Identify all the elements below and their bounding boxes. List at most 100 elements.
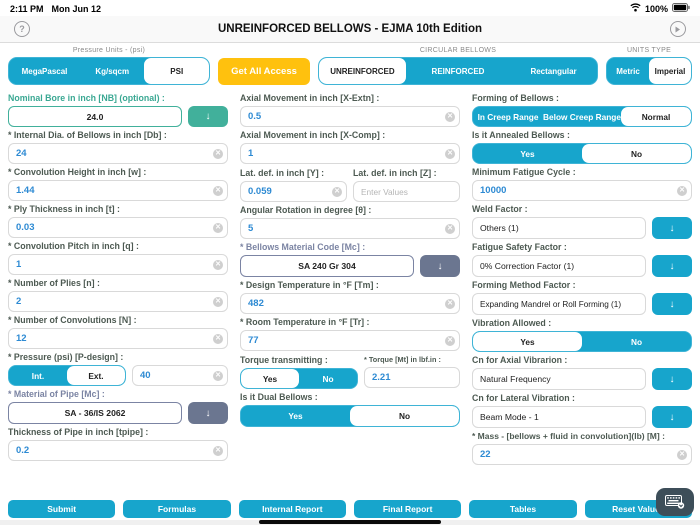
clear-icon[interactable]: ✕ xyxy=(213,222,223,233)
bellows-material-dropdown-button[interactable]: ↓ xyxy=(420,255,460,277)
pressure-units-option-psi[interactable]: PSI xyxy=(144,58,209,84)
final-report-button[interactable]: Final Report xyxy=(353,500,462,518)
clear-icon[interactable]: ✕ xyxy=(213,148,223,159)
vibration-label: Vibration Allowed : xyxy=(472,318,552,328)
cn-axial-label: Cn for Axial Vibrarion : xyxy=(472,355,568,365)
clear-icon[interactable]: ✕ xyxy=(445,298,455,309)
nominal-bore-dropdown-button[interactable]: ↓ xyxy=(188,106,228,127)
pressure-input[interactable]: 40 ✕ xyxy=(132,365,228,386)
pipe-thickness-label: Thickness of Pipe in inch [tpipe] : xyxy=(8,427,149,437)
circular-bellows-segment: UNREINFORCED REINFORCED Rectangular xyxy=(318,57,598,85)
dual-bellows-option-no[interactable]: No xyxy=(350,406,459,426)
annealed-option-no[interactable]: No xyxy=(582,144,691,163)
clear-icon[interactable]: ✕ xyxy=(213,370,223,381)
dual-bellows-option-yes[interactable]: Yes xyxy=(241,406,350,426)
submit-button[interactable]: Submit xyxy=(8,500,116,518)
torque-option-yes[interactable]: Yes xyxy=(241,369,299,388)
axial-comp-input[interactable]: 1 ✕ xyxy=(240,143,460,164)
angular-rotation-input[interactable]: 5 ✕ xyxy=(240,218,460,239)
num-convolutions-input[interactable]: 12 ✕ xyxy=(8,328,228,349)
forming-option-in-creep[interactable]: In Creep Range xyxy=(473,107,544,126)
pressure-units-option-megapascal[interactable]: MegaPascal xyxy=(9,58,80,84)
circular-option-unreinforced[interactable]: UNREINFORCED xyxy=(319,58,406,84)
cn-lateral-dropdown-button[interactable]: ↓ xyxy=(652,406,692,428)
help-icon[interactable]: ? xyxy=(14,21,30,37)
cn-lateral-input[interactable]: Beam Mode - 1 xyxy=(472,406,646,428)
clear-icon[interactable]: ✕ xyxy=(677,185,687,196)
form-column-3: Forming of Bellows : In Creep Range Belo… xyxy=(472,92,692,468)
status-bar: 2:11 PM Mon Jun 12 100% xyxy=(0,0,700,16)
nominal-bore-input[interactable]: 24.0 xyxy=(8,106,182,127)
torque-value-input[interactable]: 2.21 xyxy=(364,367,460,388)
pressure-label: * Pressure (psi) [P-design] : xyxy=(8,352,124,362)
pipe-thickness-input[interactable]: 0.2 ✕ xyxy=(8,440,228,461)
bellows-material-input[interactable]: SA 240 Gr 304 xyxy=(240,255,414,277)
clear-icon[interactable]: ✕ xyxy=(213,259,223,270)
circular-option-rectangular[interactable]: Rectangular xyxy=(510,58,597,84)
clear-icon[interactable]: ✕ xyxy=(445,148,455,159)
pressure-option-ext[interactable]: Ext. xyxy=(67,366,125,385)
fatigue-safety-dropdown-button[interactable]: ↓ xyxy=(652,255,692,277)
clear-icon[interactable]: ✕ xyxy=(213,296,223,307)
design-temp-label: * Design Temperature in °F [Tm] : xyxy=(240,280,379,290)
battery-icon xyxy=(672,3,690,14)
torque-option-no[interactable]: No xyxy=(299,369,357,388)
clear-icon[interactable]: ✕ xyxy=(445,223,455,234)
lat-y-label: Lat. def. in inch [Y] : xyxy=(240,168,325,178)
annealed-option-yes[interactable]: Yes xyxy=(473,144,582,163)
get-all-access-button[interactable]: Get All Access xyxy=(218,58,310,85)
status-time: 2:11 PM xyxy=(10,3,44,14)
weld-factor-input[interactable]: Others (1) xyxy=(472,217,646,239)
lat-z-input[interactable]: Enter Values xyxy=(353,181,460,202)
units-option-metric[interactable]: Metric xyxy=(607,58,649,84)
formulas-button[interactable]: Formulas xyxy=(123,500,231,518)
lat-z-label: Lat. def. in inch [Z] : xyxy=(353,168,437,178)
clear-icon[interactable]: ✕ xyxy=(445,111,455,122)
pipe-material-input[interactable]: SA - 36/IS 2062 xyxy=(8,402,182,424)
cn-axial-dropdown-button[interactable]: ↓ xyxy=(652,368,692,390)
axial-extn-input[interactable]: 0.5 ✕ xyxy=(240,106,460,127)
internal-dia-input[interactable]: 24 ✕ xyxy=(8,143,228,164)
play-video-icon[interactable] xyxy=(669,21,686,37)
fatigue-cycle-input[interactable]: 10000 ✕ xyxy=(472,180,692,201)
forming-method-dropdown-button[interactable]: ↓ xyxy=(652,293,692,315)
clear-icon[interactable]: ✕ xyxy=(213,445,223,456)
room-temp-input[interactable]: 77 ✕ xyxy=(240,330,460,351)
home-indicator[interactable] xyxy=(259,520,441,524)
num-plies-input[interactable]: 2 ✕ xyxy=(8,291,228,312)
pressure-option-int[interactable]: Int. xyxy=(9,366,67,385)
vibration-option-yes[interactable]: Yes xyxy=(473,332,582,351)
circular-bellows-label: CIRCULAR BELLOWS xyxy=(419,47,497,54)
circular-option-reinforced[interactable]: REINFORCED xyxy=(405,58,511,84)
pipe-material-dropdown-button[interactable]: ↓ xyxy=(188,402,228,424)
lat-y-input[interactable]: 0.059 ✕ xyxy=(240,181,347,202)
fatigue-safety-input[interactable]: 0% Correction Factor (1) xyxy=(472,255,646,277)
clear-icon[interactable]: ✕ xyxy=(213,333,223,344)
clear-icon[interactable]: ✕ xyxy=(213,185,223,196)
design-temp-input[interactable]: 482 ✕ xyxy=(240,293,460,314)
weld-factor-label: Weld Factor : xyxy=(472,204,528,214)
nav-bar: ? UNREINFORCED BELLOWS - EJMA 10th Editi… xyxy=(0,16,700,43)
forming-method-input[interactable]: Expanding Mandrel or Roll Forming (1) xyxy=(472,293,646,315)
forming-option-below-creep[interactable]: Below Creep Range xyxy=(543,107,621,126)
tables-button[interactable]: Tables xyxy=(469,500,577,518)
clear-icon[interactable]: ✕ xyxy=(677,449,687,460)
dismiss-keyboard-button[interactable] xyxy=(656,488,694,516)
nominal-bore-label: Nominal Bore in inch [NB] (optional) : xyxy=(8,93,165,103)
forming-option-normal[interactable]: Normal xyxy=(620,107,691,126)
torque-segment: Yes No xyxy=(240,368,358,389)
weld-factor-dropdown-button[interactable]: ↓ xyxy=(652,217,692,239)
units-option-imperial[interactable]: Imperial xyxy=(649,58,691,84)
ply-thickness-input[interactable]: 0.03 ✕ xyxy=(8,217,228,238)
conv-pitch-input[interactable]: 1 ✕ xyxy=(8,254,228,275)
cn-axial-input[interactable]: Natural Frequency xyxy=(472,368,646,390)
annealed-segment: Yes No xyxy=(472,143,692,164)
pressure-units-option-kgsqcm[interactable]: Kg/sqcm xyxy=(79,58,145,84)
clear-icon[interactable]: ✕ xyxy=(332,186,342,197)
pressure-units-segment: MegaPascal Kg/sqcm PSI xyxy=(8,57,210,85)
conv-height-input[interactable]: 1.44 ✕ xyxy=(8,180,228,201)
internal-report-button[interactable]: Internal Report xyxy=(238,500,346,518)
vibration-option-no[interactable]: No xyxy=(582,332,691,351)
clear-icon[interactable]: ✕ xyxy=(445,335,455,346)
mass-input[interactable]: 22 ✕ xyxy=(472,444,692,465)
